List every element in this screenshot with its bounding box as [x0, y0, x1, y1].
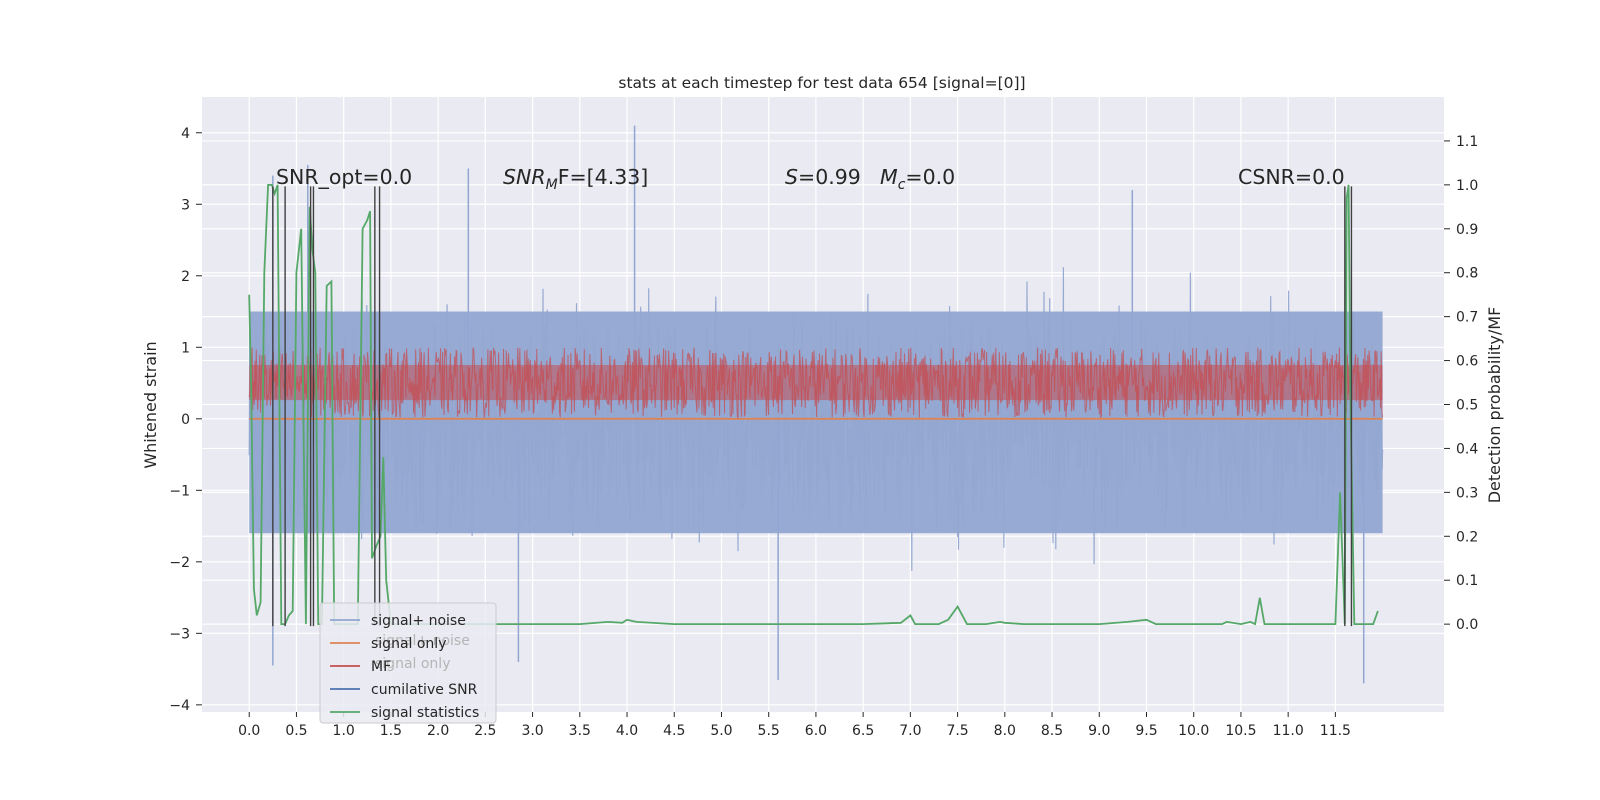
- y2-tick-label: 0.9: [1456, 222, 1478, 238]
- chart-title: stats at each timestep for test data 654…: [618, 74, 1025, 92]
- legend-label: signal only: [371, 636, 446, 652]
- x-tick-label: 10.0: [1178, 723, 1209, 739]
- legend-shadow-text-2: signal only: [375, 656, 450, 672]
- y-axis-label: Whitened strain: [141, 341, 160, 468]
- x-tick-label: 1.0: [333, 723, 355, 739]
- annotation-snr-opt: SNR_opt=0.0: [276, 165, 412, 190]
- legend-label: cumilative SNR: [371, 682, 478, 698]
- x-tick-label: 9.0: [1088, 723, 1110, 739]
- y-tick-label: 3: [181, 197, 190, 213]
- y-tick-label: 2: [181, 269, 190, 285]
- x-tick-label: 0.5: [285, 723, 307, 739]
- y-tick-label: −2: [169, 555, 190, 571]
- x-tick-label: 8.0: [994, 723, 1016, 739]
- x-tick-label: 5.5: [758, 723, 780, 739]
- legend-label: MF: [371, 659, 391, 675]
- x-tick-label: 1.5: [380, 723, 402, 739]
- series-layer: [248, 125, 1384, 684]
- legend-label: signal+ noise: [371, 613, 466, 629]
- x-tick-label: 11.0: [1273, 723, 1304, 739]
- y2-tick-label: 0.4: [1456, 441, 1478, 457]
- x-tick-label: 2.0: [427, 723, 449, 739]
- legend-label: signal statistics: [371, 705, 479, 721]
- x-tick-label: 2.5: [474, 723, 496, 739]
- signal-statistics-series: [248, 183, 1379, 626]
- x-tick-label: 4.5: [663, 723, 685, 739]
- x-tick-label: 9.5: [1135, 723, 1157, 739]
- x-tick-label: 7.0: [899, 723, 921, 739]
- x-tick-label: 10.5: [1225, 723, 1256, 739]
- mf-series: [248, 347, 1384, 420]
- y2-tick-label: 0.1: [1456, 573, 1478, 589]
- legend-shadow-text-1: signal+ noise: [375, 633, 470, 649]
- annotation-mc: Mc=0.0: [880, 165, 955, 193]
- y2-tick-label: 0.7: [1456, 310, 1478, 326]
- x-tick-label: 11.5: [1320, 723, 1351, 739]
- y2-tick-label: 0.2: [1456, 529, 1478, 545]
- annotation-snr-mf: SNRMF=[4.33]: [503, 165, 648, 193]
- y-tick-label: 4: [181, 126, 190, 142]
- y2-axis-label: Detection probability/MF: [1485, 307, 1504, 504]
- y2-tick-label: 0.6: [1456, 354, 1478, 370]
- legend: signal+ noise signal only signal+ noises…: [319, 602, 497, 724]
- y2-tick-label: 0.5: [1456, 398, 1478, 414]
- x-tick-label: 3.5: [569, 723, 591, 739]
- legend-box: [319, 602, 497, 724]
- y-tick-label: 1: [181, 340, 190, 356]
- x-tick-label: 4.0: [616, 723, 638, 739]
- x-tick-label: 7.5: [946, 723, 968, 739]
- annotation-csnr: CSNR=0.0: [1238, 165, 1345, 189]
- x-tick-label: 3.0: [521, 723, 543, 739]
- y-tick-label: −4: [169, 698, 190, 714]
- y2-tick-label: 1.1: [1456, 134, 1478, 150]
- y-tick-label: −3: [169, 626, 190, 642]
- x-tick-label: 6.0: [805, 723, 827, 739]
- x-tick-label: 8.5: [1041, 723, 1063, 739]
- x-tick-label: 0.0: [238, 723, 260, 739]
- y2-tick-label: 0.8: [1456, 266, 1478, 282]
- annotation-s: S=0.99: [785, 165, 861, 189]
- y2-tick-label: 1.0: [1456, 178, 1478, 194]
- y2-tick-label: 0.3: [1456, 485, 1478, 501]
- x-tick-label: 6.5: [852, 723, 874, 739]
- signal-noise-series: [248, 267, 1384, 572]
- y-tick-label: −1: [169, 483, 190, 499]
- x-axis-ticks: 0.0 0.5 1.0 1.5 2.0 2.5 3.0 3.5 4.0 4.5 5.0 5.5 6.0 6…: [238, 712, 1351, 739]
- y2-tick-label: 0.0: [1456, 617, 1478, 633]
- x-tick-label: 5.0: [710, 723, 732, 739]
- y2-axis-ticks: 1.1 1.0 0.9 0.8 0.7 0.6 0.5 0.4 0.3 0.2 0.1 0.0: [1444, 134, 1478, 633]
- y-axis-ticks: 4 3 2 1 0 −1 −2 −3 −4: [169, 126, 202, 714]
- y-tick-label: 0: [181, 412, 190, 428]
